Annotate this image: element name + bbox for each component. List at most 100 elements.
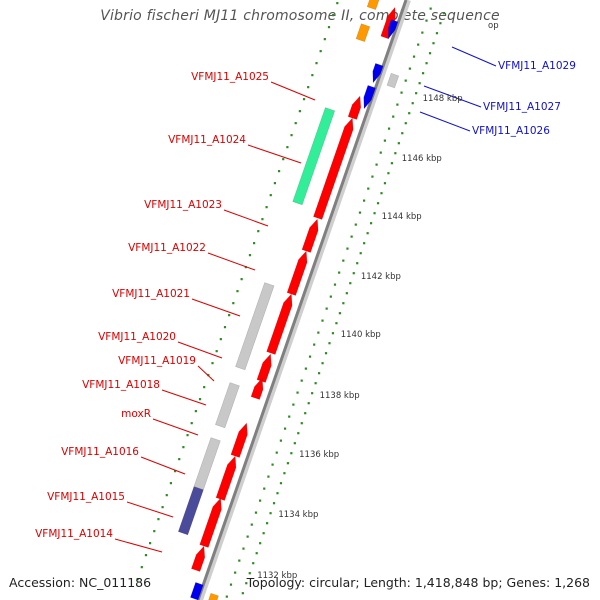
summary-text: Topology: circular; Length: 1,418,848 bp…: [246, 575, 590, 590]
gray-feature-3[interactable]: [193, 437, 221, 491]
reverse-gene-2[interactable]: [363, 84, 376, 110]
tick-dot: [439, 22, 442, 25]
gene-label-forward[interactable]: VFMJ11_A1016: [61, 446, 139, 458]
tick-dot: [435, 32, 439, 35]
tick-dot: [262, 532, 265, 535]
gene-label-forward[interactable]: VFMJ11_A1025: [191, 71, 269, 83]
dot: [302, 98, 306, 101]
dot: [315, 62, 318, 65]
gene-label-forward[interactable]: VFMJ11_A1022: [128, 242, 206, 254]
tick-dot: [276, 492, 279, 495]
gene-label-reverse[interactable]: VFMJ11_A1027: [483, 101, 561, 113]
gray-feature-top[interactable]: [386, 72, 400, 89]
green-feature[interactable]: [292, 107, 336, 206]
tick-dot: [366, 232, 369, 235]
dot: [178, 458, 181, 461]
reverse-gene-bottom[interactable]: [190, 581, 204, 600]
forward-gene-1[interactable]: [313, 117, 354, 220]
tick-label: 1142 kbp: [361, 272, 401, 282]
tick-label: 1138 kbp: [320, 391, 360, 401]
dot: [429, 7, 432, 10]
tick-dot: [245, 582, 248, 585]
tick-dot: [408, 112, 411, 115]
tick-dot: [397, 142, 400, 145]
dot: [269, 194, 272, 197]
dot: [194, 410, 197, 413]
gene-label-forward[interactable]: VFMJ11_A1014: [35, 528, 113, 540]
dot: [261, 218, 264, 221]
dot: [333, 283, 337, 286]
dot: [371, 175, 374, 178]
dot: [383, 139, 387, 142]
forward-gene-3[interactable]: [286, 250, 308, 296]
tick-dot: [394, 152, 397, 155]
forward-gene-0[interactable]: [347, 95, 362, 120]
gene-label-forward[interactable]: VFMJ11_A1024: [168, 134, 246, 146]
navy-feature[interactable]: [177, 486, 204, 536]
tick-dot: [352, 272, 355, 275]
forward-gene-7[interactable]: [230, 422, 248, 458]
tick-dot: [335, 322, 338, 325]
dot: [173, 470, 177, 473]
dot: [412, 55, 416, 58]
tick-label: 1148 kbp: [423, 94, 463, 104]
gray-feature-2[interactable]: [215, 382, 240, 429]
dot: [182, 446, 185, 449]
dot: [325, 307, 328, 310]
dot: [215, 350, 218, 353]
outer-dot-track: [225, 7, 432, 598]
gene-label-forward[interactable]: VFMJ11_A1015: [47, 491, 125, 503]
dot: [273, 182, 277, 185]
gene-label-reverse[interactable]: VFMJ11_A1029: [498, 60, 576, 72]
gene-label-forward[interactable]: VFMJ11_A1018: [82, 379, 160, 391]
dot: [350, 235, 353, 238]
dot: [317, 331, 320, 334]
dot: [379, 151, 382, 154]
gene-label-forward[interactable]: VFMJ11_A1021: [112, 288, 190, 300]
tick-dot: [331, 332, 335, 335]
tick-dot: [387, 172, 390, 175]
dot: [294, 122, 297, 125]
gene-label-forward[interactable]: moxR: [121, 408, 151, 420]
forward-gene-8[interactable]: [215, 455, 237, 501]
orange-feature-top[interactable]: [355, 23, 371, 43]
orange-feature-bottom[interactable]: [207, 592, 219, 600]
forward-gene-5[interactable]: [256, 353, 272, 383]
dot: [292, 403, 295, 406]
gene-label-forward[interactable]: VFMJ11_A1020: [98, 331, 176, 343]
dot: [358, 211, 362, 214]
dot: [190, 422, 193, 425]
dot: [319, 50, 322, 53]
tick-label: 1140 kbp: [341, 330, 381, 340]
dot: [248, 254, 252, 257]
tick-label: 1134 kbp: [278, 510, 318, 520]
forward-gene-6[interactable]: [250, 377, 264, 400]
tick-dot: [328, 342, 331, 345]
dot: [236, 290, 239, 293]
gene-label-reverse[interactable]: VFMJ11_A1026: [472, 125, 550, 137]
leader-line: [223, 209, 269, 227]
dot: [346, 247, 349, 250]
gene-features[interactable]: [177, 0, 400, 600]
orange-feature-0[interactable]: [366, 0, 382, 11]
gene-label-forward[interactable]: VFMJ11_A1023: [144, 199, 222, 211]
dot: [169, 482, 173, 485]
reverse-gene-0[interactable]: [388, 19, 399, 40]
forward-gene-2[interactable]: [301, 218, 319, 253]
gray-feature-1[interactable]: [235, 282, 275, 371]
dot: [282, 158, 285, 161]
dot: [254, 511, 258, 514]
dot: [338, 271, 341, 274]
forward-gene-top[interactable]: [380, 6, 396, 40]
reverse-gene-1[interactable]: [372, 62, 384, 84]
forward-gene-10[interactable]: [191, 545, 206, 572]
tick-dot: [255, 552, 258, 555]
tick-label: 1144 kbp: [382, 212, 422, 222]
gene-labels[interactable]: VFMJ11_A1025 VFMJ11_A1024 VFMJ11_A1023 VFMJ…: [35, 60, 576, 540]
leader-line: [161, 389, 207, 406]
forward-gene-4[interactable]: [266, 293, 293, 355]
tick-dot: [356, 262, 359, 265]
dot: [290, 134, 293, 137]
gene-label-forward[interactable]: VFMJ11_A1019: [118, 355, 196, 367]
